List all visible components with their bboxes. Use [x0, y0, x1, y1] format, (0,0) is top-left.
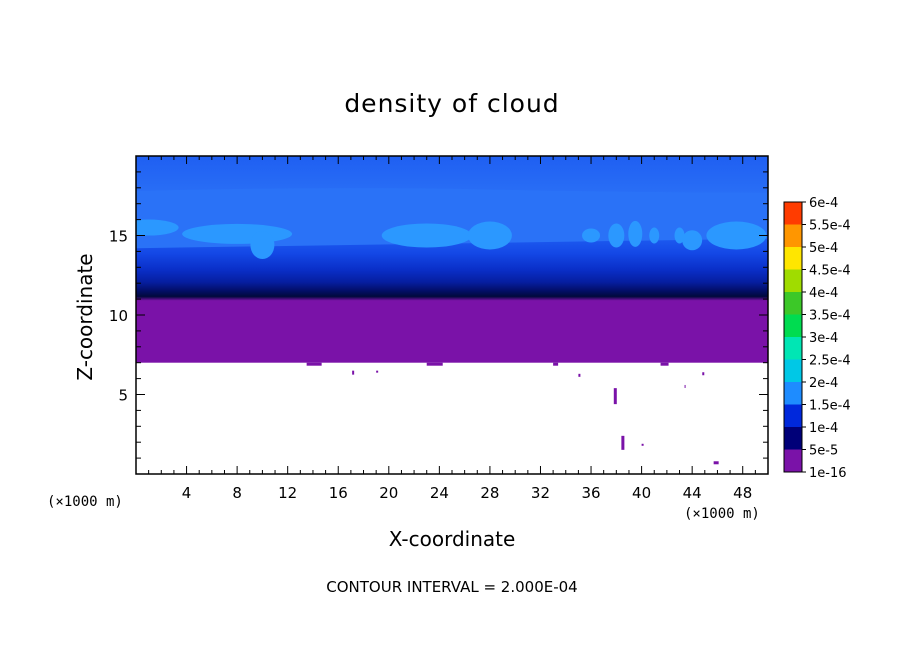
y-axis-unit: (×1000 m)	[47, 494, 123, 510]
density-patch	[182, 223, 293, 244]
x-tick-label: 40	[632, 484, 651, 502]
density-patch	[136, 219, 179, 236]
x-tick-label: 48	[733, 484, 752, 502]
y-axis-label: Z-coordinate	[73, 253, 97, 380]
colorbar-label: 1.5e-4	[809, 399, 851, 414]
colorbar-label: 4.5e-4	[809, 264, 851, 279]
x-tick-label: 24	[430, 484, 449, 502]
density-speck	[613, 388, 617, 405]
colorbar-label: 4e-4	[809, 286, 838, 301]
density-patch	[649, 227, 660, 244]
colorbar-swatch	[784, 202, 802, 225]
x-tick-label: 28	[480, 484, 499, 502]
colorbar: 1e-16 5e-5 1e-4 1.5e-4 2e-4 2.5e-4 3e-4 3.5e-4 4…	[783, 196, 851, 481]
density-patch	[628, 220, 643, 247]
y-tick-label: 5	[118, 387, 128, 405]
y-tick-label: 15	[109, 228, 128, 246]
density-fringe	[660, 362, 669, 366]
density-patch	[381, 223, 472, 248]
colorbar-swatch	[784, 224, 802, 247]
x-axis-unit: (×1000 m)	[684, 506, 760, 522]
density-speck	[684, 384, 686, 388]
density-patch	[682, 230, 703, 251]
density-patch	[674, 227, 685, 244]
colorbar-swatch	[784, 269, 802, 292]
colorbar-label: 2e-4	[809, 376, 838, 391]
density-speck	[621, 435, 625, 450]
x-tick-label: 44	[683, 484, 702, 502]
colorbar-label: 6e-4	[809, 196, 838, 211]
colorbar-label: 2.5e-4	[809, 354, 851, 369]
colorbar-label: 5.5e-4	[809, 219, 851, 234]
chart-title: density of cloud	[344, 89, 559, 118]
x-tick-label: 8	[232, 484, 242, 502]
contour-interval-note: CONTOUR INTERVAL = 2.000E-04	[326, 578, 577, 596]
colorbar-swatch	[784, 382, 802, 405]
colorbar-label: 3e-4	[809, 331, 838, 346]
colorbar-label: 5e-4	[809, 241, 838, 256]
colorbar-label: 5e-5	[809, 444, 838, 459]
density-speck	[352, 370, 355, 375]
x-tick-label: 20	[379, 484, 398, 502]
density-speck	[376, 370, 379, 373]
cloud-layer	[136, 156, 768, 363]
density-patch	[706, 221, 767, 250]
x-axis-label: X-coordinate	[389, 527, 516, 551]
density-patch	[582, 228, 601, 243]
contour-field	[136, 156, 768, 465]
density-fringe	[306, 362, 322, 366]
density-patch	[467, 221, 512, 250]
density-speck	[578, 373, 581, 377]
colorbar-swatch	[784, 314, 802, 337]
colorbar-swatch	[784, 337, 802, 360]
colorbar-swatch	[784, 359, 802, 382]
density-speck	[641, 443, 644, 446]
density-fringe	[553, 362, 559, 366]
density-speck	[702, 372, 705, 376]
x-tick-label: 4	[182, 484, 192, 502]
colorbar-swatch	[784, 427, 802, 450]
colorbar-swatch	[784, 247, 802, 270]
x-tick-label: 32	[531, 484, 550, 502]
y-tick-label: 10	[109, 307, 128, 325]
x-tick-label: 16	[329, 484, 348, 502]
density-patch	[608, 223, 625, 248]
colorbar-label: 3.5e-4	[809, 309, 851, 324]
density-patch	[250, 231, 275, 260]
colorbar-swatch	[784, 292, 802, 315]
colorbar-swatch	[784, 449, 802, 472]
colorbar-label: 1e-4	[809, 421, 838, 436]
colorbar-label: 1e-16	[809, 466, 847, 481]
colorbar-swatch	[784, 404, 802, 427]
x-tick-label: 36	[581, 484, 600, 502]
density-fringe	[426, 362, 443, 366]
density-speck	[713, 461, 719, 465]
x-tick-label: 12	[278, 484, 297, 502]
